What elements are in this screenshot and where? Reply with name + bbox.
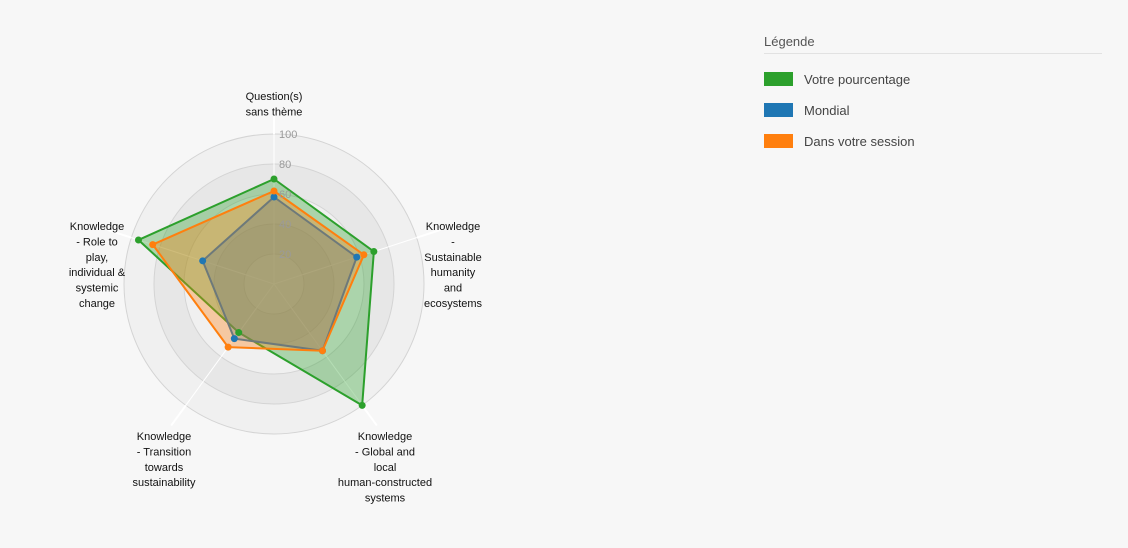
axis-label: Knowledge - Role to play, individual & syste… [69,221,126,310]
axis-leader [416,228,441,239]
axis-leader [361,404,378,427]
radar-grid [107,109,441,435]
legend-label: Votre pourcentage [804,71,911,87]
axis-leader [170,404,187,427]
legend-item-mondial[interactable]: Mondial [764,101,1102,119]
data-point-dans-votre-session[interactable] [270,187,278,195]
data-point-dans-votre-session[interactable] [360,251,368,259]
data-point-mondial[interactable] [270,193,278,201]
legend-label: Mondial [804,102,850,118]
legend-swatch [764,103,793,117]
axis-leader [107,228,132,239]
data-point-votre-pourcentage[interactable] [370,248,378,256]
legend-label: Dans votre session [804,133,915,149]
series-area-dans-votre-session [151,190,365,352]
radar-axis-labels: Question(s) sans thème Knowledge -Sustainab… [69,91,483,505]
legend-item-votre-pourcentage[interactable]: Votre pourcentage [764,70,1102,88]
series-area-mondial [201,196,358,352]
radar-chart: 20 40 60 80 100 Question(s) sans thème Knowled… [69,91,483,505]
radar-series [134,175,378,409]
axis-label: Knowledge -Sustainable humanity and ecosyste… [424,221,483,310]
data-point-dans-votre-session[interactable] [149,241,157,249]
tick-label: 100 [279,129,297,141]
data-point-votre-pourcentage[interactable] [270,175,278,183]
data-point-dans-votre-session[interactable] [224,343,232,351]
grid-spoke [273,237,417,285]
legend-swatch [764,134,793,148]
legend: Légende Votre pourcentage Mondial Dans v… [764,34,1102,163]
data-point-mondial[interactable] [230,335,238,343]
axis-label: Question(s) sans thème [246,91,303,118]
tick-label: 40 [279,219,291,231]
data-point-votre-pourcentage[interactable] [358,401,366,409]
tick-label: 80 [279,159,291,171]
data-point-dans-votre-session[interactable] [318,347,326,355]
legend-title: Légende [764,34,1102,54]
axis-label: Knowledge - Global and local human-construc… [338,431,432,505]
radar-ticks: 20 40 60 80 100 [279,129,297,261]
data-point-votre-pourcentage[interactable] [235,329,243,337]
data-point-mondial[interactable] [199,257,207,265]
tick-label: 20 [279,249,291,261]
grid-spoke [273,283,363,406]
legend-swatch [764,72,793,86]
svg-text:Question(s)sans thème: Question(s) sans thème [246,91,303,118]
tick-label: 60 [279,189,291,201]
data-point-votre-pourcentage[interactable] [134,236,142,244]
legend-item-dans-votre-session[interactable]: Dans votre session [764,132,1102,150]
axis-label: Knowledge - Transition towards sustainabili… [133,431,196,489]
data-point-mondial[interactable] [353,253,361,261]
